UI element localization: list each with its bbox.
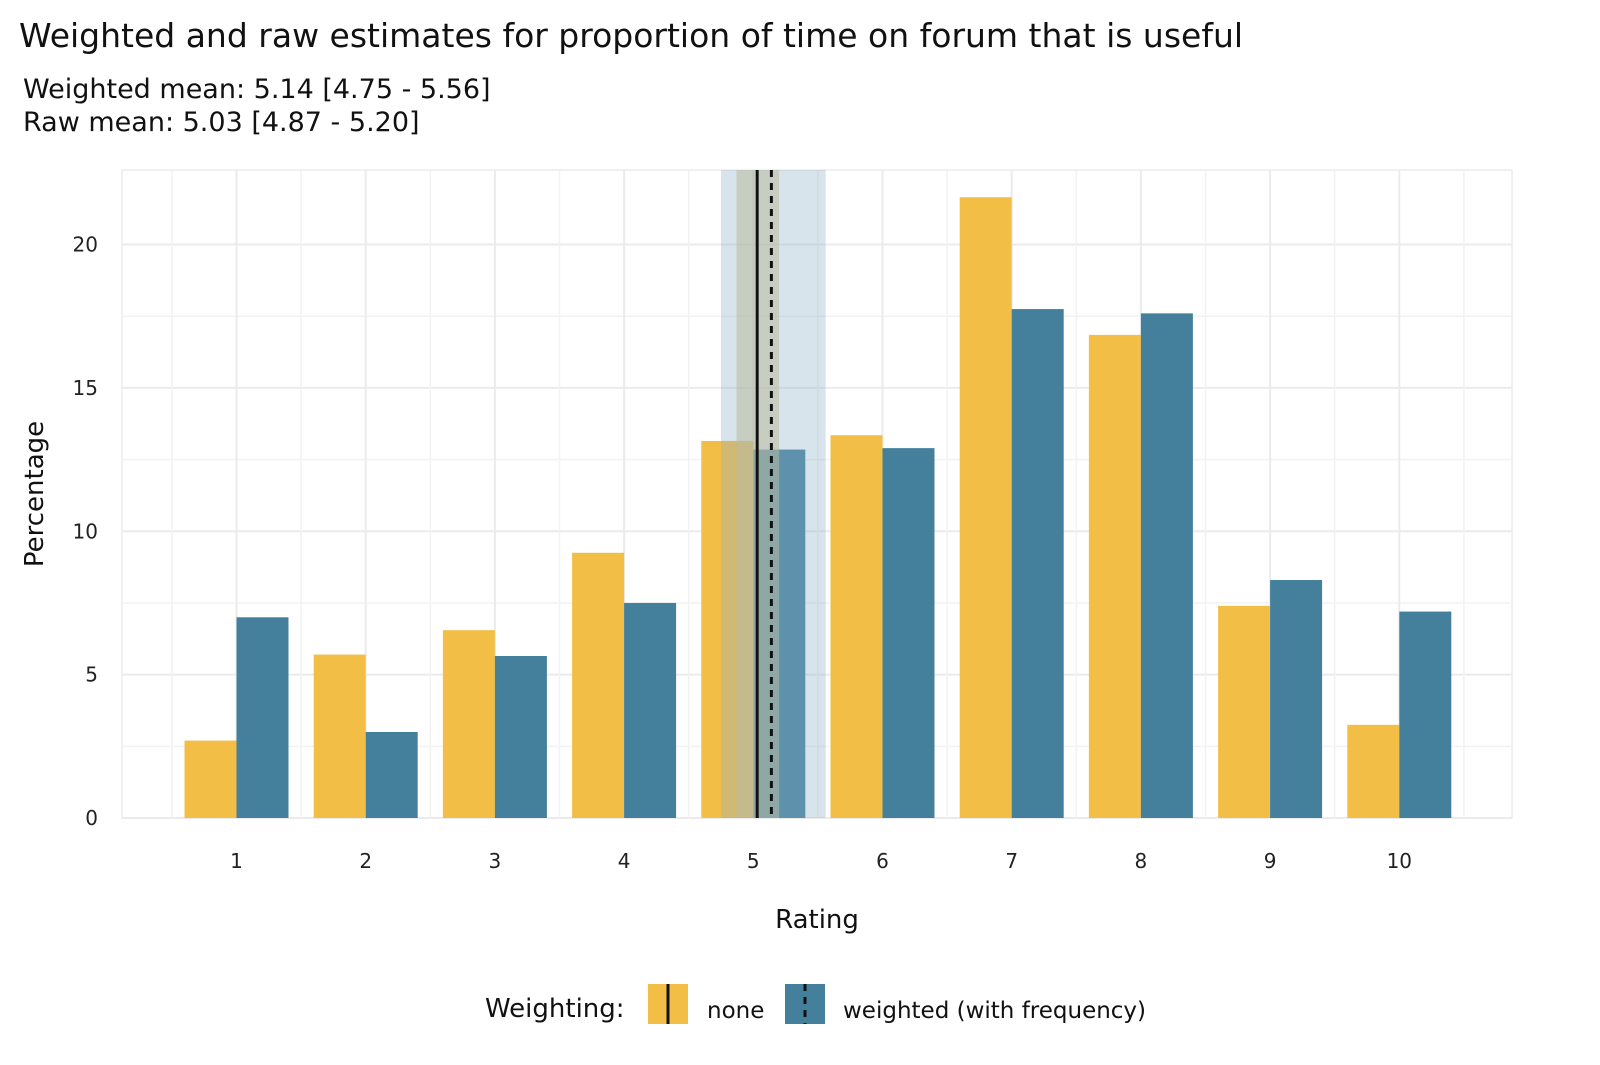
bar-none-6 [830,435,883,818]
bar-weighted-6 [882,448,935,818]
bar-weighted-8 [1140,313,1193,818]
x-tick-label: 7 [1005,849,1018,873]
bar-none-2 [313,654,366,818]
bar-weighted-10 [1399,611,1452,818]
bar-weighted-1 [236,617,289,818]
bar-none-9 [1218,605,1271,818]
bar-weighted-4 [624,602,677,818]
x-tick-label: 4 [618,849,631,873]
bar-weighted-9 [1270,580,1323,818]
y-axis-title: Percentage [20,421,50,567]
ci-band-weighted [721,170,826,818]
bar-none-4 [572,552,625,818]
legend-label-weighted: weighted (with frequency) [843,998,1146,1024]
legend-label-none: none [707,998,764,1024]
bar-weighted-7 [1011,309,1064,818]
x-tick-label: 2 [359,849,372,873]
y-tick-label: 20 [73,233,98,257]
x-tick-label: 9 [1264,849,1277,873]
legend-title: Weighting: [485,994,625,1024]
x-tick-label: 3 [489,849,502,873]
chart-subtitle-weighted: Weighted mean: 5.14 [4.75 - 5.56] [23,74,491,105]
x-tick-label: 5 [747,849,760,873]
y-tick-label: 5 [85,663,98,687]
chart-title: Weighted and raw estimates for proportio… [19,16,1243,55]
bar-none-10 [1347,724,1400,818]
bar-none-8 [1088,334,1141,818]
x-tick-label: 1 [230,849,243,873]
x-tick-label: 8 [1135,849,1148,873]
x-tick-label: 6 [876,849,889,873]
bar-none-3 [442,630,495,818]
y-tick-label: 0 [85,806,98,830]
x-tick-label: 10 [1387,849,1412,873]
x-axis-title: Rating [775,905,859,935]
bar-none-1 [184,740,237,818]
bar-weighted-2 [365,731,418,818]
bar-none-7 [959,197,1012,818]
chart-subtitle-raw: Raw mean: 5.03 [4.87 - 5.20] [23,107,420,138]
legend: Weighting: none weighted (with frequency) [485,984,1146,1024]
y-tick-label: 15 [73,376,98,400]
plot-layer: 0 5 10 15 20 1 2 3 4 5 6 7 8 9 10 [73,169,1513,873]
bar-weighted-3 [494,656,547,818]
y-tick-label: 10 [73,519,98,543]
